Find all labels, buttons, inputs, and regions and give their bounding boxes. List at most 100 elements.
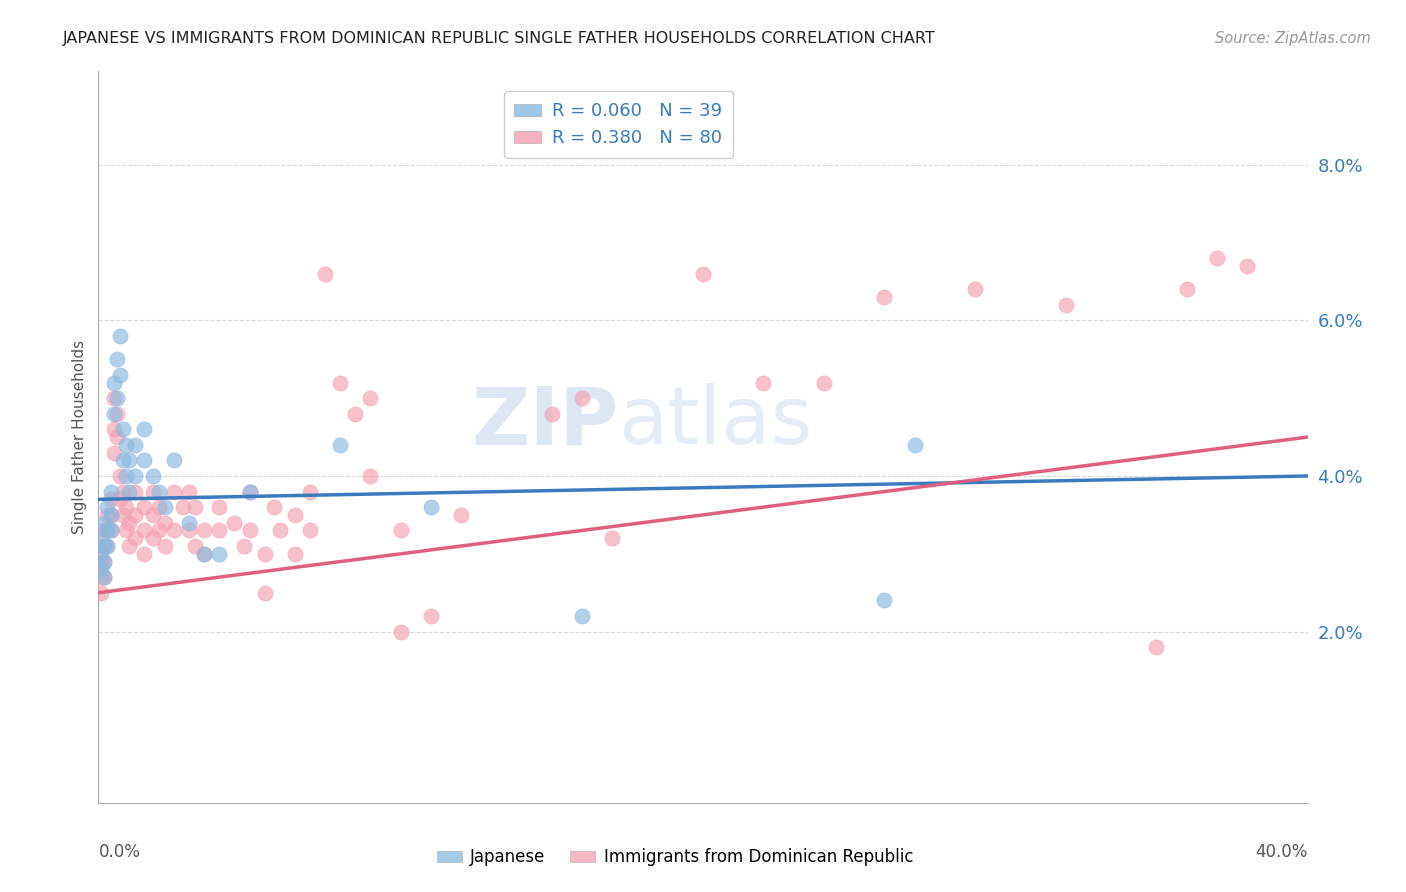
Point (105, 407, 128, 421)
Point (208, 524, 231, 538)
Point (111, 422, 134, 436)
Text: atlas: atlas (619, 384, 813, 461)
Point (100, 524, 122, 538)
Point (239, 484, 262, 499)
Point (873, 593, 896, 607)
Point (100, 508, 122, 522)
Point (184, 500, 207, 515)
Point (540, 407, 562, 421)
Point (132, 453, 155, 467)
Text: 40.0%: 40.0% (1256, 843, 1308, 861)
Point (100, 492, 122, 507)
Point (269, 524, 291, 538)
Point (148, 500, 170, 515)
Point (114, 524, 136, 538)
Point (103, 445, 125, 459)
Point (752, 376, 775, 390)
Point (111, 453, 134, 467)
Point (184, 539, 207, 553)
Point (118, 484, 141, 499)
Point (360, 469, 382, 483)
Point (284, 547, 307, 561)
Point (90, 555, 112, 569)
Point (96, 524, 118, 538)
Point (904, 438, 927, 452)
Point (103, 376, 125, 390)
Point (1236, 259, 1258, 273)
Point (299, 484, 322, 499)
Point (163, 484, 186, 499)
Point (329, 376, 352, 390)
Point (1175, 282, 1198, 296)
Point (93, 555, 115, 569)
Point (114, 438, 136, 452)
Point (263, 500, 285, 515)
Point (108, 469, 131, 483)
Point (103, 422, 125, 436)
Point (208, 500, 231, 515)
Point (111, 508, 134, 522)
Point (163, 524, 186, 538)
Point (124, 484, 146, 499)
Point (360, 391, 382, 405)
Point (153, 516, 176, 530)
Point (813, 376, 835, 390)
Legend: R = 0.060   N = 39, R = 0.380   N = 80: R = 0.060 N = 39, R = 0.380 N = 80 (503, 91, 733, 158)
Point (90, 562, 112, 576)
Point (329, 438, 352, 452)
Point (100, 484, 122, 499)
Point (314, 267, 336, 281)
Point (132, 547, 155, 561)
Point (108, 329, 131, 343)
Point (96, 539, 118, 553)
Text: 0.0%: 0.0% (98, 843, 141, 861)
Point (93, 516, 115, 530)
Point (114, 500, 136, 515)
Point (93, 570, 115, 584)
Point (124, 438, 146, 452)
Point (124, 531, 146, 545)
Point (224, 516, 246, 530)
Point (90, 547, 112, 561)
Point (111, 484, 134, 499)
Point (299, 524, 322, 538)
Point (239, 524, 262, 538)
Point (103, 407, 125, 421)
Point (193, 547, 215, 561)
Point (96, 508, 118, 522)
Point (93, 524, 115, 538)
Point (389, 624, 412, 639)
Point (232, 539, 254, 553)
Point (93, 555, 115, 569)
Point (118, 453, 141, 467)
Point (142, 469, 165, 483)
Point (100, 508, 122, 522)
Point (93, 539, 115, 553)
Point (96, 524, 118, 538)
Point (105, 352, 128, 367)
Point (90, 539, 112, 553)
Point (284, 508, 307, 522)
Point (105, 430, 128, 444)
Point (179, 516, 201, 530)
Point (142, 508, 165, 522)
Point (90, 585, 112, 599)
Point (93, 539, 115, 553)
Point (420, 609, 443, 624)
Point (142, 531, 165, 545)
Point (93, 570, 115, 584)
Point (1144, 640, 1167, 655)
Point (132, 422, 155, 436)
Point (1054, 298, 1077, 312)
Point (90, 531, 112, 545)
Point (114, 469, 136, 483)
Point (118, 516, 141, 530)
Point (124, 469, 146, 483)
Point (103, 391, 125, 405)
Text: Source: ZipAtlas.com: Source: ZipAtlas.com (1215, 31, 1371, 46)
Point (90, 570, 112, 584)
Point (450, 508, 472, 522)
Point (1206, 251, 1229, 265)
Point (132, 500, 155, 515)
Point (193, 547, 215, 561)
